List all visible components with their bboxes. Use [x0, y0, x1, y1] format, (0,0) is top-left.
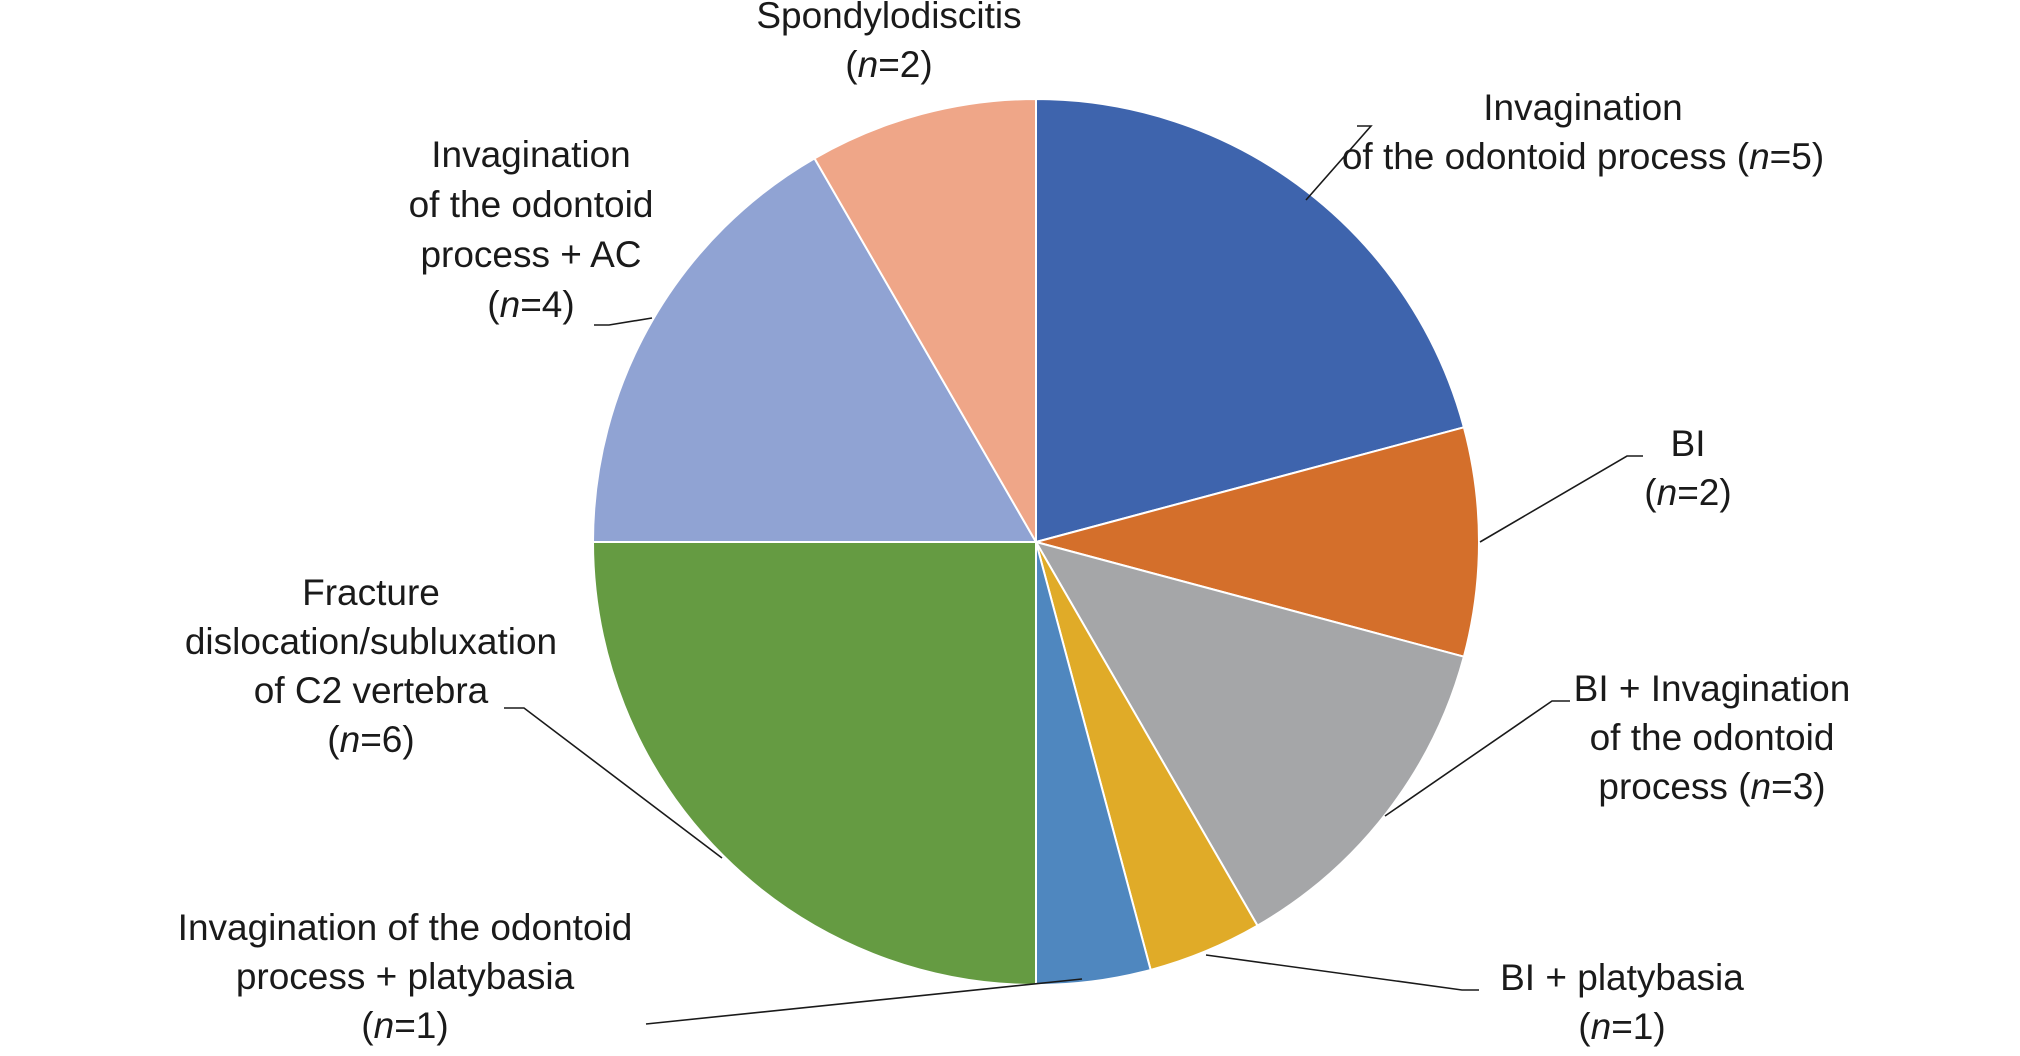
slice-label-2: BI + Invagination of the odontoid process … [1574, 668, 1851, 807]
slice-label-line: Invagination [1483, 87, 1683, 128]
pie-slice-1 [1032, 426, 1481, 658]
slice-label-7: Spondylodiscitis (n=2) [756, 0, 1021, 85]
slice-label-4: Invagination of the odontoid process + pl… [178, 907, 633, 1046]
pie-slice-0 [1035, 97, 1466, 544]
slice-label-3: BI + platybasia (n=1) [1500, 957, 1744, 1047]
slice-label-line: BI + Invagination [1574, 668, 1851, 709]
slice-label-line: BI [1671, 423, 1706, 464]
slice-label-line: (n=1) [361, 1005, 448, 1046]
slice-label-line: process + platybasia [236, 956, 575, 997]
slice-label-5: Fracture dislocation/subluxation of C2 ver… [185, 572, 557, 760]
pie-slice-5 [591, 541, 1037, 987]
slice-label-line: dislocation/subluxation [185, 621, 557, 662]
slice-label-line: Spondylodiscitis [756, 0, 1021, 36]
slice-label-line: (n=2) [845, 44, 932, 85]
slice-label-line: BI + platybasia [1500, 957, 1744, 998]
slice-label-0: Invagination of the odontoid process (n=5… [1342, 87, 1824, 177]
leader-line-3 [1205, 954, 1479, 991]
leader-line-0 [1305, 125, 1373, 201]
leader-line-2 [1384, 700, 1570, 817]
slice-label-line: (n=4) [487, 284, 574, 325]
leader-line-4 [645, 978, 1083, 1025]
slice-label-line: of the odontoid process (n=5) [1342, 136, 1824, 177]
leader-line-5 [504, 707, 723, 859]
leader-lines [504, 125, 1643, 1025]
slice-label-line: Fracture [302, 572, 440, 613]
pie-slices [591, 97, 1481, 987]
slice-label-line: of C2 vertebra [254, 670, 489, 711]
slice-label-line: of the odontoid [1590, 717, 1835, 758]
slice-labels: Invagination of the odontoid process (n=5… [178, 0, 1851, 1047]
slice-label-6: Invagination of the odontoid process + AC (… [409, 134, 654, 325]
leader-line-6 [594, 317, 653, 326]
slice-label-line: Invagination [431, 134, 631, 175]
slice-label-line: (n=6) [327, 719, 414, 760]
pie-slice-2 [1033, 540, 1466, 928]
pie-slice-7 [813, 97, 1037, 546]
leader-line-1 [1479, 455, 1643, 543]
slice-label-line: Invagination of the odontoid [178, 907, 633, 948]
slice-label-line: (n=1) [1578, 1006, 1665, 1047]
pie-slice-6 [591, 156, 1038, 543]
slice-label-line: process (n=3) [1598, 766, 1825, 807]
slice-label-line: process + AC [420, 234, 641, 275]
slice-label-1: BI (n=2) [1644, 423, 1731, 513]
slice-label-line: of the odontoid [409, 184, 654, 225]
slice-label-line: (n=2) [1644, 472, 1731, 513]
